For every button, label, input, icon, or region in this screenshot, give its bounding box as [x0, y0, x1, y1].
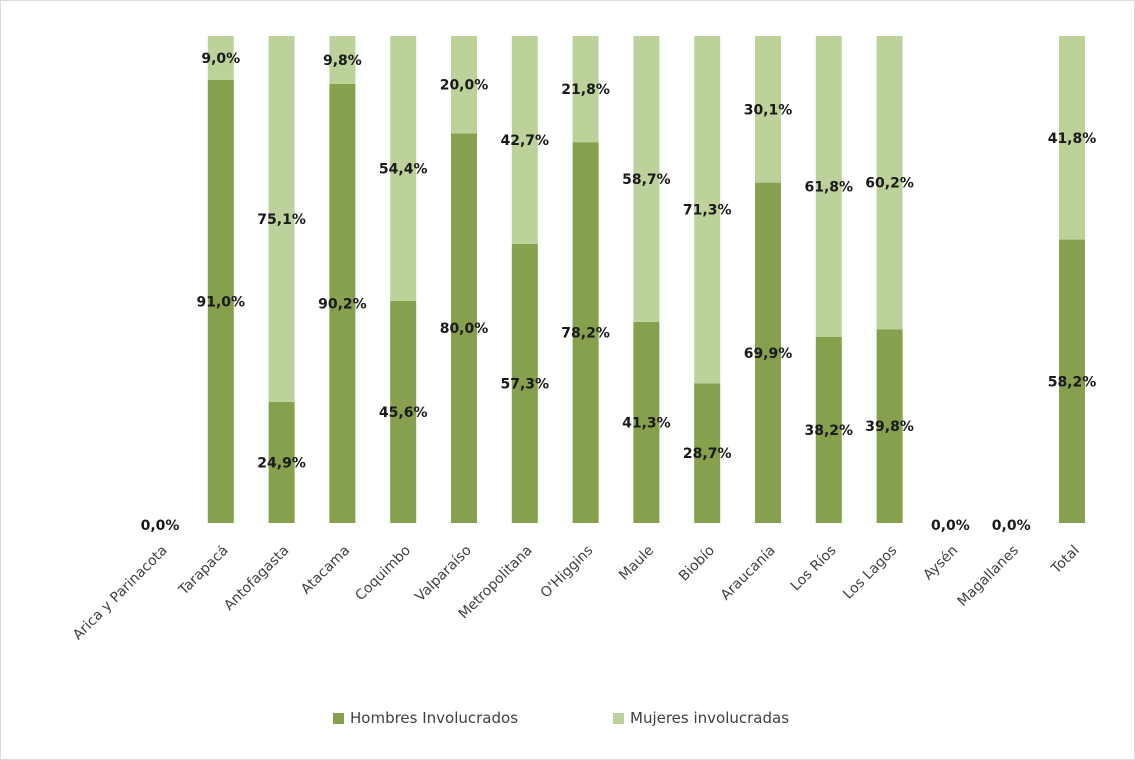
bar-hombres-tarapaca	[207, 79, 234, 523]
bar-mujeres-tarapaca	[207, 36, 234, 80]
category-label-o-higgins: O'Higgins	[538, 543, 597, 602]
bar-hombres-total	[1059, 239, 1085, 524]
legend: Hombres Involucrados Mujeres involucradas	[333, 709, 789, 727]
bars-layer	[207, 36, 1085, 524]
data-label-mujeres-coquimbo: 54,4%	[379, 161, 428, 177]
category-label-atacama: Atacama	[298, 543, 353, 598]
category-label-coquimbo: Coquimbo	[352, 543, 414, 605]
data-label-hombres-los-lagos: 39,8%	[865, 419, 914, 435]
category-label-valparaiso: Valparaíso	[412, 543, 475, 606]
category-label-los-rios: Los Ríos	[788, 543, 840, 595]
data-label-hombres-maule: 41,3%	[622, 415, 671, 431]
data-label-hombres-tarapaca: 91,0%	[197, 294, 246, 310]
data-label-mujeres-araucania: 30,1%	[744, 102, 793, 118]
bar-mujeres-o-higgins	[572, 36, 599, 143]
bar-hombres-maule	[633, 321, 660, 523]
category-label-antofagasta: Antofagasta	[221, 543, 292, 614]
bar-mujeres-maule	[633, 36, 660, 322]
data-label-mujeres-atacama: 9,8%	[323, 53, 362, 69]
bar-mujeres-coquimbo	[390, 36, 417, 301]
data-labels-layer: 0,0% 91,0% 9,0% 24,9% 75,1% 90,2% 9,8% 45,6% 54,…	[141, 51, 1097, 534]
bar-hombres-los-rios	[815, 336, 842, 523]
bar-hombres-valparaiso	[451, 133, 477, 523]
data-label-mujeres-valparaiso: 20,0%	[440, 78, 489, 94]
bar-mujeres-antofagasta	[268, 36, 295, 402]
bar-mujeres-los-rios	[815, 36, 842, 337]
legend-swatch-mujeres	[613, 713, 624, 724]
data-label-hombres-atacama: 90,2%	[318, 296, 367, 312]
data-label-hombres-los-rios: 38,2%	[805, 423, 854, 439]
bar-hombres-o-higgins	[572, 142, 599, 523]
bar-hombres-atacama	[329, 83, 356, 523]
data-label-hombres-metropolitana: 57,3%	[501, 376, 550, 392]
data-label-mujeres-total: 41,8%	[1048, 131, 1097, 147]
category-label-araucania: Araucanía	[718, 543, 779, 604]
data-label-hombres-biobio: 28,7%	[683, 446, 732, 462]
bar-hombres-metropolitana	[511, 243, 538, 523]
data-label-hombres-total: 58,2%	[1048, 374, 1097, 390]
category-label-biobio: Biobío	[676, 543, 718, 585]
data-label-mujeres-los-lagos: 60,2%	[865, 176, 914, 192]
bar-mujeres-metropolitana	[511, 36, 538, 244]
data-label-hombres-antofagasta: 24,9%	[257, 455, 306, 471]
bar-mujeres-total	[1059, 36, 1085, 240]
data-label-mujeres-tarapaca: 9,0%	[201, 51, 240, 67]
data-label-mujeres-o-higgins: 21,8%	[561, 82, 610, 98]
legend-swatch-hombres	[333, 713, 344, 724]
data-label-mujeres-los-rios: 61,8%	[805, 179, 854, 195]
data-label-hombres-arica-y-parinacota: 0,0%	[141, 518, 180, 534]
category-label-total: Total	[1048, 543, 1083, 578]
data-label-hombres-aysen: 0,0%	[931, 518, 970, 534]
data-label-hombres-o-higgins: 78,2%	[561, 326, 610, 342]
legend-label-hombres: Hombres Involucrados	[350, 709, 518, 727]
category-label-maule: Maule	[616, 543, 657, 584]
data-label-mujeres-maule: 58,7%	[622, 172, 671, 188]
bar-mujeres-araucania	[755, 36, 781, 183]
bar-mujeres-los-lagos	[876, 36, 903, 330]
category-label-aysen: Aysén	[920, 543, 961, 584]
bar-mujeres-atacama	[329, 36, 356, 84]
data-label-hombres-coquimbo: 45,6%	[379, 405, 428, 421]
bar-mujeres-biobio	[694, 36, 721, 384]
legend-label-mujeres: Mujeres involucradas	[630, 709, 789, 727]
data-label-hombres-magallanes: 0,0%	[992, 518, 1031, 534]
bar-hombres-biobio	[694, 383, 721, 523]
bar-hombres-antofagasta	[268, 401, 295, 523]
category-label-arica-y-parinacota: Arica y Parinacota	[70, 543, 171, 644]
data-label-hombres-araucania: 69,9%	[744, 346, 793, 362]
data-label-hombres-valparaiso: 80,0%	[440, 321, 489, 337]
data-label-mujeres-metropolitana: 42,7%	[501, 133, 550, 149]
bar-hombres-araucania	[755, 182, 781, 523]
data-label-mujeres-biobio: 71,3%	[683, 203, 732, 219]
data-label-mujeres-antofagasta: 75,1%	[257, 212, 306, 228]
category-label-magallanes: Magallanes	[955, 543, 1022, 610]
bar-mujeres-valparaiso	[451, 36, 477, 134]
category-label-tarapaca: Tarapacá	[175, 543, 231, 599]
bar-hombres-coquimbo	[390, 300, 417, 523]
category-label-los-lagos: Los Lagos	[840, 543, 900, 603]
bar-hombres-los-lagos	[876, 329, 903, 523]
